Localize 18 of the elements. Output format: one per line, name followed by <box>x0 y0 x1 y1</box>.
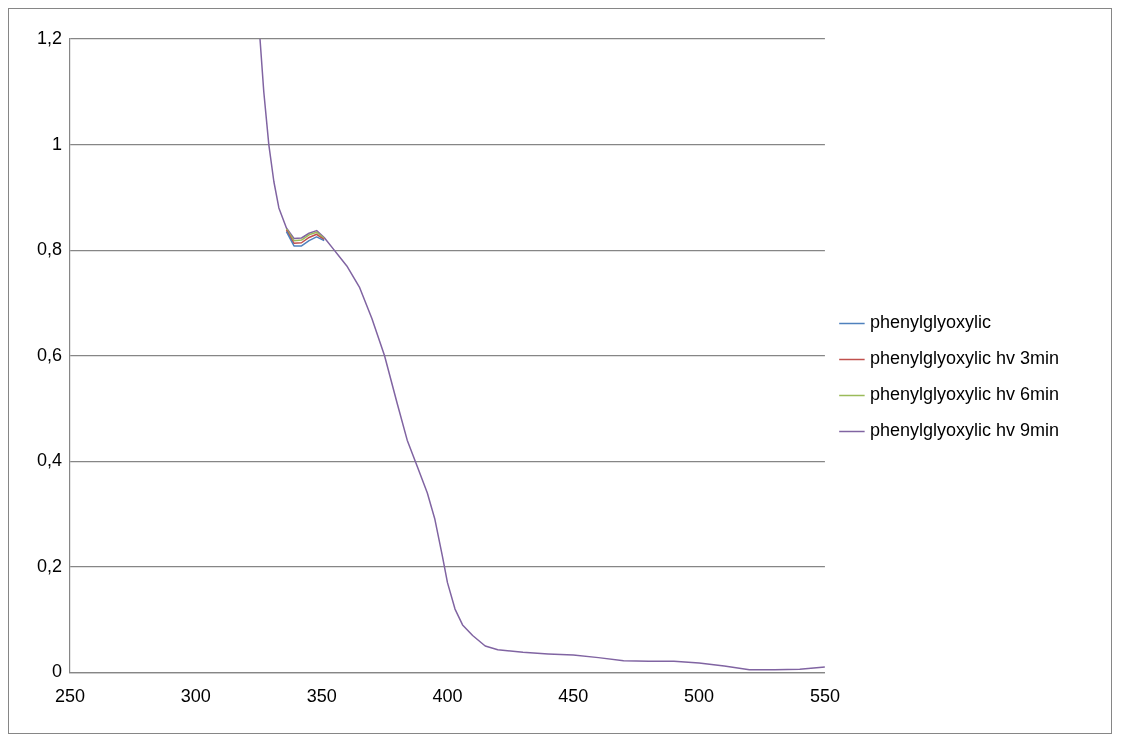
y-tick-label: 0,8 <box>36 239 63 260</box>
y-tick-label: 1 <box>52 133 63 154</box>
y-tick-label: 0,4 <box>36 450 63 471</box>
legend-label: phenylglyoxylic hv 3min <box>869 348 1060 369</box>
y-tick-label: 0,6 <box>36 344 63 365</box>
x-tick-label: 250 <box>55 686 86 707</box>
y-tick-label: 1,2 <box>36 27 63 48</box>
x-tick-label: 400 <box>432 686 463 707</box>
legend-label: phenylglyoxylic hv 6min <box>869 384 1060 405</box>
legend-label: phenylglyoxylic <box>869 312 991 333</box>
x-tick-label: 550 <box>809 686 840 707</box>
x-tick-label: 350 <box>306 686 337 707</box>
legend-label: phenylglyoxylic hv 9min <box>869 420 1060 441</box>
x-tick-label: 450 <box>558 686 589 707</box>
y-tick-label: 0 <box>52 661 63 682</box>
y-tick-label: 0,2 <box>36 555 63 576</box>
x-tick-label: 300 <box>180 686 211 707</box>
x-tick-label: 500 <box>684 686 715 707</box>
